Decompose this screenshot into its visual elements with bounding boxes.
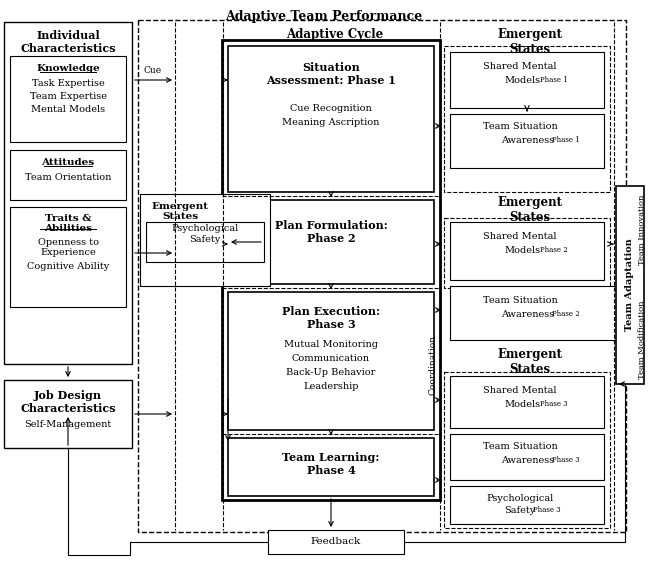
Bar bbox=[450, 486, 604, 524]
Text: Back-Up Behavior: Back-Up Behavior bbox=[286, 368, 376, 377]
Text: Situation
Assessment: Phase 1: Situation Assessment: Phase 1 bbox=[266, 62, 396, 86]
Text: Communication: Communication bbox=[292, 354, 370, 363]
Text: Plan Execution:
Phase 3: Plan Execution: Phase 3 bbox=[282, 306, 380, 330]
Text: Openness to
Experience: Openness to Experience bbox=[38, 238, 98, 258]
Text: Safety: Safety bbox=[504, 506, 535, 515]
Text: Team Situation: Team Situation bbox=[483, 296, 557, 305]
Text: Emergent
States: Emergent States bbox=[498, 28, 562, 56]
Text: Emergent
States: Emergent States bbox=[498, 348, 562, 376]
Text: Phase 2: Phase 2 bbox=[552, 310, 580, 318]
Text: Knowledge: Knowledge bbox=[36, 64, 100, 73]
Text: Phase 1: Phase 1 bbox=[540, 76, 568, 84]
Text: Job Design
Characteristics: Job Design Characteristics bbox=[20, 390, 116, 414]
Text: Phase 3: Phase 3 bbox=[540, 400, 568, 408]
Bar bbox=[450, 114, 604, 168]
Bar bbox=[228, 292, 434, 430]
Text: Shared Mental: Shared Mental bbox=[483, 386, 557, 395]
Text: Team Modification: Team Modification bbox=[638, 301, 646, 379]
Text: Shared Mental: Shared Mental bbox=[483, 232, 557, 241]
Bar bbox=[450, 222, 604, 280]
Text: Emergent
States: Emergent States bbox=[152, 202, 209, 221]
Text: Leadership: Leadership bbox=[303, 382, 359, 391]
Text: Awareness: Awareness bbox=[501, 310, 554, 319]
Text: Feedback: Feedback bbox=[311, 538, 361, 547]
Text: Emergent
States: Emergent States bbox=[498, 196, 562, 224]
Text: Team Situation: Team Situation bbox=[483, 442, 557, 451]
Text: Individual
Characteristics: Individual Characteristics bbox=[20, 30, 116, 54]
Bar bbox=[450, 376, 604, 428]
Text: Mental Models: Mental Models bbox=[31, 105, 105, 114]
Bar bbox=[450, 52, 604, 108]
Text: Models: Models bbox=[504, 246, 540, 255]
Text: Cue: Cue bbox=[144, 66, 162, 75]
Text: Meaning Ascription: Meaning Ascription bbox=[283, 118, 380, 127]
Text: Team Adaptation: Team Adaptation bbox=[625, 239, 634, 331]
Text: Coordination: Coordination bbox=[428, 335, 437, 395]
Bar bbox=[138, 20, 626, 532]
Text: Psychological: Psychological bbox=[487, 494, 553, 503]
Text: Team Learning:
Phase 4: Team Learning: Phase 4 bbox=[283, 452, 380, 476]
Bar bbox=[4, 380, 132, 448]
Text: Task Expertise: Task Expertise bbox=[32, 79, 104, 88]
Text: Phase 3: Phase 3 bbox=[533, 506, 561, 514]
Bar bbox=[146, 222, 264, 262]
Bar bbox=[228, 200, 434, 284]
Text: Models: Models bbox=[504, 76, 540, 85]
Bar bbox=[450, 286, 616, 340]
Text: Models: Models bbox=[504, 400, 540, 409]
Bar bbox=[444, 218, 610, 288]
Bar bbox=[10, 207, 126, 307]
Bar bbox=[444, 46, 610, 192]
Bar bbox=[140, 194, 270, 286]
Bar bbox=[268, 530, 404, 554]
Text: Cue Recognition: Cue Recognition bbox=[290, 104, 372, 113]
Text: Phase 1: Phase 1 bbox=[552, 136, 580, 144]
Text: Awareness: Awareness bbox=[501, 136, 554, 145]
Text: Team Orientation: Team Orientation bbox=[25, 173, 111, 182]
Bar bbox=[4, 22, 132, 364]
Bar bbox=[10, 150, 126, 200]
Text: Mutual Monitoring: Mutual Monitoring bbox=[284, 340, 378, 349]
Text: Adaptive Cycle: Adaptive Cycle bbox=[286, 28, 384, 41]
Bar bbox=[10, 56, 126, 142]
Text: Team Situation: Team Situation bbox=[483, 122, 557, 131]
Bar bbox=[228, 46, 434, 192]
Text: Phase 3: Phase 3 bbox=[552, 456, 579, 464]
Text: Shared Mental: Shared Mental bbox=[483, 62, 557, 71]
Text: Attitudes: Attitudes bbox=[41, 158, 95, 167]
Text: Traits &
Abilities: Traits & Abilities bbox=[44, 214, 92, 233]
Text: Cognitive Ability: Cognitive Ability bbox=[27, 262, 109, 271]
Bar bbox=[444, 372, 610, 528]
Text: Plan Formulation:
Phase 2: Plan Formulation: Phase 2 bbox=[275, 220, 388, 244]
Text: Phase 2: Phase 2 bbox=[540, 246, 568, 254]
Text: Psychological
Safety: Psychological Safety bbox=[171, 225, 238, 244]
Text: Team Innovation: Team Innovation bbox=[638, 195, 646, 265]
Text: Awareness: Awareness bbox=[501, 456, 554, 465]
Text: Self-Management: Self-Management bbox=[25, 420, 111, 429]
Bar bbox=[616, 186, 644, 384]
Bar bbox=[222, 40, 440, 500]
Bar bbox=[450, 434, 604, 480]
Text: Adaptive Team Performance: Adaptive Team Performance bbox=[226, 10, 422, 23]
Text: Team Expertise: Team Expertise bbox=[30, 92, 106, 101]
Bar bbox=[228, 438, 434, 496]
